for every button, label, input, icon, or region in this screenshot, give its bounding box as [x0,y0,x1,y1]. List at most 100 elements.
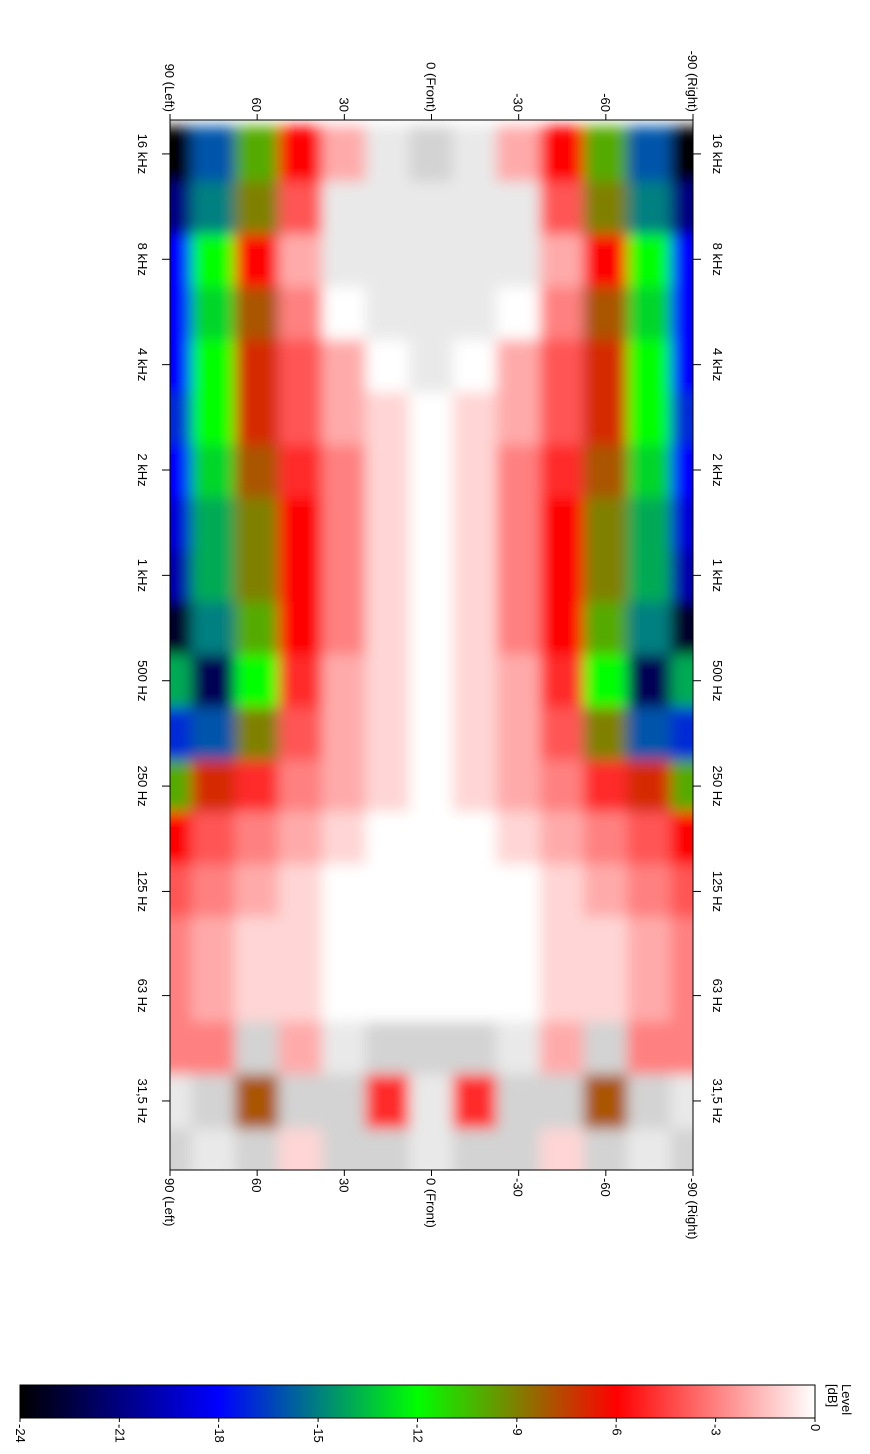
heat-cell [496,915,541,969]
heat-cell [234,758,280,812]
heat-cell [409,496,454,551]
heat-cell [670,758,693,812]
heat-cell [409,126,454,182]
y-tick-label: 1 kHz [135,559,150,592]
heat-cell [496,863,541,917]
heat-cell [583,180,629,235]
y-tick-label: 8 kHz [135,243,150,276]
heat-cell [627,758,672,812]
heat-cell [539,1020,585,1075]
heat-cell [191,967,236,1022]
heat-cell [539,1127,585,1170]
heat-cell [322,338,367,393]
heat-cell [452,180,498,235]
heat-cell [452,810,498,865]
colorbar-tick-label: -3 [709,1424,724,1436]
heat-cell [496,758,541,812]
heat-cell [539,706,585,760]
heat-cell [496,810,541,865]
heat-cell [496,1127,541,1170]
heat-cell [627,233,672,287]
heat-cell [496,338,541,393]
heat-cell [365,967,411,1022]
heat-cell [170,549,193,602]
y-tick-label: 125 Hz [135,871,150,912]
heat-cell [191,1073,236,1129]
y-tick-label: 16 kHz [710,134,725,174]
heat-cell [365,233,411,287]
heat-cell [278,496,324,551]
heat-cell [670,126,693,182]
heat-cell [322,391,367,445]
heat-cell [365,549,411,602]
heat-cell [670,233,693,287]
heat-cell [409,863,454,917]
heat-cell [670,443,693,498]
heat-cell [583,1073,629,1129]
heat-cell [539,1073,585,1129]
colorbar-tick-label: -6 [609,1424,624,1436]
x-tick-label: 90 (Left) [162,64,177,112]
heat-cell [409,233,454,287]
heat-cell [234,391,280,445]
heat-cell [583,126,629,182]
heat-cell [170,285,193,340]
heat-cell [278,443,324,498]
heat-cell [278,967,324,1022]
heat-cell [627,915,672,969]
heat-cell [234,915,280,969]
heat-cell [539,810,585,865]
heat-cell [627,391,672,445]
heat-cell [409,391,454,445]
heat-cell [539,600,585,655]
heat-cell [452,600,498,655]
heat-cell [452,126,498,182]
heat-cell [670,810,693,865]
heat-cell [322,549,367,602]
heat-cell [170,180,193,235]
heat-cell [452,233,498,287]
heat-cell [583,758,629,812]
heat-cell [539,496,585,551]
heat-cell [170,758,193,812]
x-tick-label: -30 [511,93,526,112]
heat-cell [583,549,629,602]
heat-cell [583,338,629,393]
heat-cell [278,863,324,917]
heat-cell [234,233,280,287]
y-tick-label: 8 kHz [710,243,725,276]
heat-cell [365,1020,411,1075]
x-tick-label: 0 (Front) [424,1178,439,1228]
heat-cell [452,863,498,917]
heat-cell [583,443,629,498]
heat-cell [496,391,541,445]
heat-cell [278,1127,324,1170]
heat-cell [278,180,324,235]
heat-cell [322,863,367,917]
heat-cell [234,549,280,602]
heat-cell [583,653,629,708]
heat-cell [191,549,236,602]
heat-cell [539,443,585,498]
heat-cell [627,285,672,340]
heat-cell [539,126,585,182]
heat-cell [627,863,672,917]
heat-cell [191,706,236,760]
heat-cell [322,600,367,655]
heat-cell [234,600,280,655]
x-tick-label: -90 (Right) [685,1178,700,1239]
heat-cell [627,180,672,235]
heat-cell [409,1127,454,1170]
heat-cell [409,285,454,340]
heat-cell [496,233,541,287]
colorbar-tick-label: -24 [13,1424,28,1443]
heat-cell [627,967,672,1022]
heat-cell [627,706,672,760]
heat-cell [365,653,411,708]
colorbar-tick-label: -18 [212,1424,227,1443]
heat-cell [670,600,693,655]
heat-cell [670,338,693,393]
x-tick-label: -60 [598,1178,613,1197]
x-tick-label: 60 [249,98,264,112]
heat-cell [670,1020,693,1075]
